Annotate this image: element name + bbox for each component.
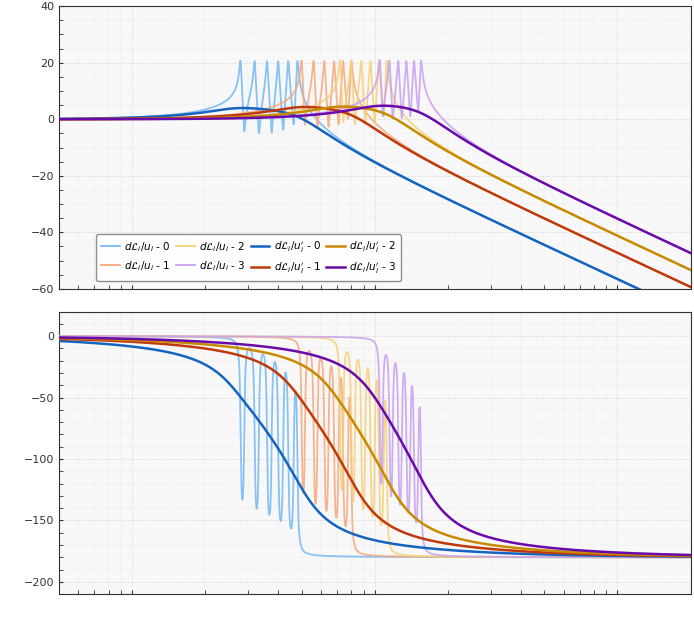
Legend: $d\mathcal{L}_i/u_i$ - 0, $d\mathcal{L}_i/u_i$ - 1, $d\mathcal{L}_i/u_i$ - 2, $d: $d\mathcal{L}_i/u_i$ - 0, $d\mathcal{L}_… xyxy=(96,235,401,281)
